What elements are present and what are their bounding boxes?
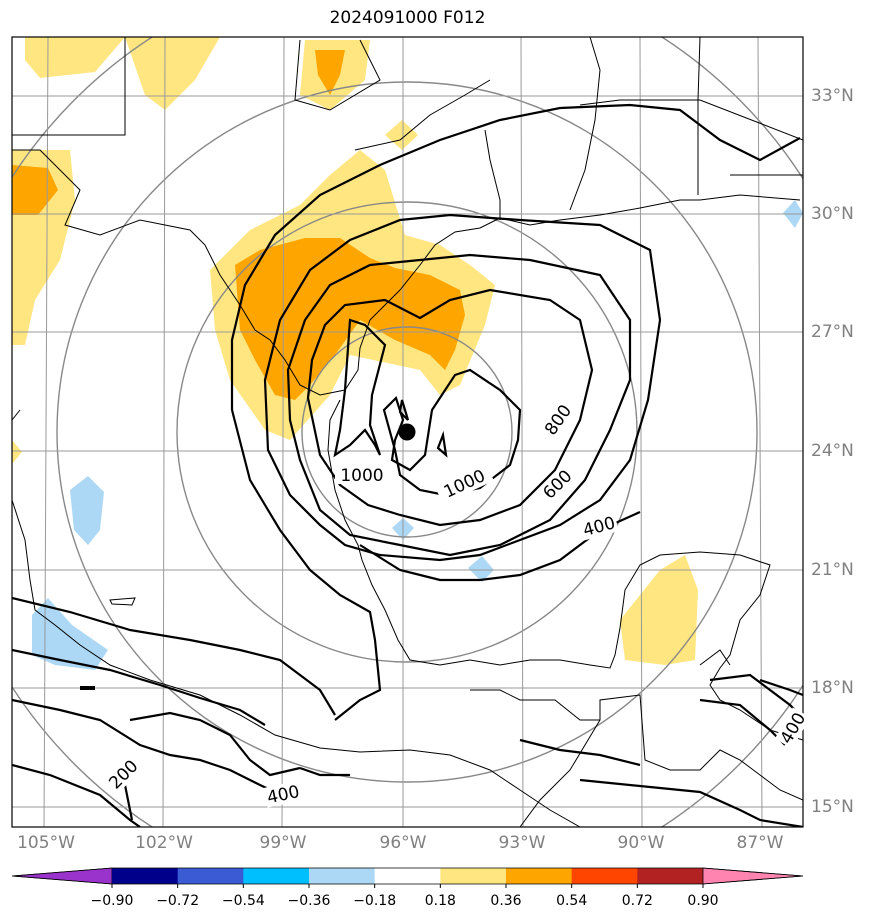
colorbar-cell xyxy=(637,868,704,884)
colorbar-tick-label: 0.18 xyxy=(424,893,456,909)
weather-map: 1000 1000 800 600 400 400 200 400 xyxy=(11,36,811,828)
colorbar-tick-label: −0.18 xyxy=(353,893,397,909)
colorbar-cell xyxy=(243,868,310,884)
colorbar xyxy=(11,867,804,888)
lat-label: 21°N xyxy=(811,560,854,580)
lat-label: 18°N xyxy=(811,678,854,698)
colorbar-tick-label: 0.72 xyxy=(621,893,653,909)
contour-label: 600 xyxy=(539,466,576,503)
lon-label: 96°W xyxy=(379,833,427,853)
lon-label: 87°W xyxy=(736,833,784,853)
colorbar-cell xyxy=(112,868,179,884)
colorbar-cell xyxy=(440,868,507,884)
colorbar-tick-label: 0.54 xyxy=(556,893,588,909)
colorbar-tick-label: −0.54 xyxy=(221,893,265,909)
colorbar-cell xyxy=(309,868,376,884)
colorbar-cell xyxy=(374,868,441,884)
lon-label: 99°W xyxy=(259,833,307,853)
colorbar-tick-label: −0.36 xyxy=(287,893,331,909)
contour-labels: 1000 1000 800 600 400 400 200 400 xyxy=(103,399,811,808)
lon-label: 93°W xyxy=(498,833,546,853)
contour-label: 1000 xyxy=(340,466,383,486)
height-contours xyxy=(12,103,803,827)
range-rings xyxy=(12,37,803,827)
colorbar-tick-label: 0.90 xyxy=(687,893,719,909)
lon-label: 102°W xyxy=(135,833,193,853)
colorbar-tick-label: 0.36 xyxy=(490,893,522,909)
lat-label: 30°N xyxy=(811,204,854,224)
lat-label: 24°N xyxy=(811,441,854,461)
colorbar-tick-label: −0.72 xyxy=(156,893,200,909)
colorbar-cell xyxy=(506,868,573,884)
coastlines-borders xyxy=(12,37,803,827)
lon-label: 90°W xyxy=(617,833,665,853)
storm-center-marker xyxy=(398,423,416,441)
contour-label: 1000 xyxy=(441,466,489,502)
lon-label: 105°W xyxy=(17,833,75,853)
contour-label: 200 xyxy=(105,756,142,793)
map-title: 2024091000 F012 xyxy=(329,8,486,28)
shading-positive-light xyxy=(12,37,698,665)
lat-label: 15°N xyxy=(811,797,854,817)
colorbar-extend-low xyxy=(11,867,113,885)
colorbar-extend-high xyxy=(702,867,804,885)
lat-label: 33°N xyxy=(811,86,854,106)
lat-lon-grid xyxy=(12,37,803,827)
colorbar-tick-label: −0.90 xyxy=(90,893,134,909)
contour-label: 400 xyxy=(265,782,301,808)
map-frame xyxy=(11,36,804,828)
lat-label: 27°N xyxy=(811,322,854,342)
colorbar-cell xyxy=(571,868,638,884)
colorbar-cell xyxy=(177,868,244,884)
